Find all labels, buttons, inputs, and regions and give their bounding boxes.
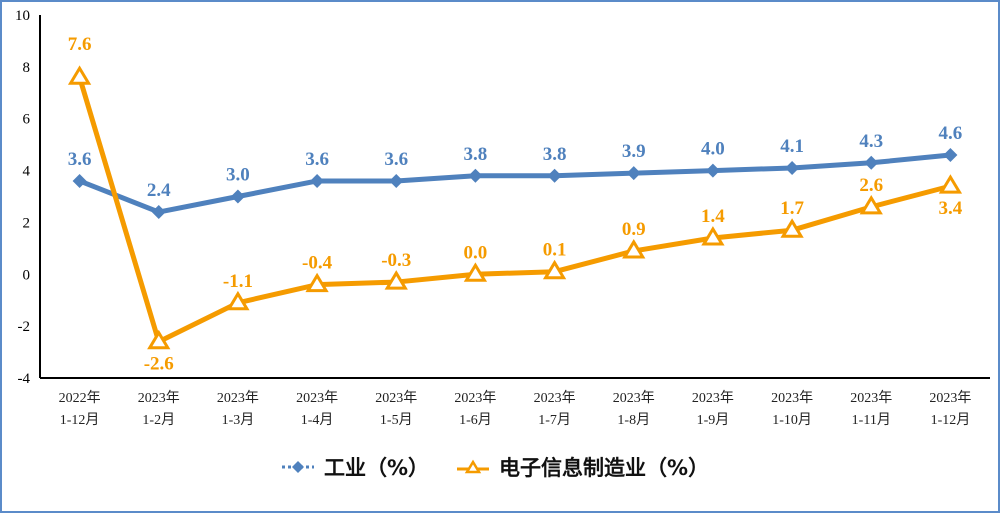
diamond-marker — [310, 173, 325, 188]
diamond-marker — [943, 148, 958, 163]
diamond-marker — [547, 168, 562, 183]
data-label-industry: 3.6 — [384, 149, 408, 170]
data-label-industry: 4.0 — [701, 139, 725, 160]
y-tick-label: -4 — [18, 371, 31, 387]
y-tick-label: -2 — [18, 319, 31, 335]
x-tick-label: 2022年 — [59, 390, 101, 406]
diamond-marker — [864, 155, 879, 170]
y-tick-label: 10 — [15, 8, 30, 24]
triangle-marker — [622, 239, 646, 259]
diamond-marker — [389, 173, 404, 188]
x-tick-label: 1-10月 — [772, 412, 812, 428]
x-tick-label: 2023年 — [613, 390, 655, 406]
triangle-marker — [67, 65, 92, 85]
legend-item-electronics: 电子信息制造业（%） — [455, 452, 709, 482]
diamond-marker — [72, 173, 87, 188]
x-tick-label: 1-7月 — [538, 412, 571, 428]
data-label-industry: 4.3 — [859, 131, 883, 152]
x-tick-label: 1-5月 — [380, 412, 413, 428]
triangle-marker — [542, 259, 567, 280]
x-tick-label: 1-6月 — [459, 412, 492, 428]
data-label-electronics: -1.1 — [223, 271, 253, 292]
diamond-marker — [705, 163, 720, 178]
x-tick-label: 1-2月 — [142, 412, 175, 428]
x-tick-label: 2023年 — [217, 390, 259, 406]
diamond-marker — [785, 160, 800, 175]
x-tick-label: 1-12月 — [60, 412, 100, 428]
data-label-industry: 2.4 — [147, 180, 171, 201]
data-label-industry: 3.8 — [543, 144, 567, 165]
data-label-electronics: -0.4 — [302, 253, 333, 274]
x-tick-label: 2023年 — [850, 390, 892, 406]
x-tick-label: 2023年 — [375, 390, 417, 406]
data-label-electronics: -0.3 — [381, 250, 411, 271]
y-tick-label: 0 — [23, 267, 31, 283]
y-tick-label: 8 — [23, 60, 31, 76]
x-tick-label: 2023年 — [692, 390, 734, 406]
x-tick-label: 1-9月 — [697, 412, 730, 428]
legend-label-electronics: 电子信息制造业（%） — [499, 456, 710, 480]
legend-item-industry: 工业（%） — [280, 452, 429, 482]
data-label-electronics: 3.4 — [939, 198, 963, 219]
data-label-industry: 3.6 — [305, 149, 329, 170]
triangle-marker — [938, 174, 963, 194]
data-label-industry: 4.1 — [780, 136, 804, 157]
x-tick-label: 1-8月 — [617, 412, 650, 428]
triangle-marker-icon — [457, 459, 490, 474]
data-label-industry: 3.9 — [622, 141, 646, 162]
data-label-industry: 3.8 — [464, 144, 488, 165]
x-tick-label: 2023年 — [454, 390, 496, 406]
x-tick-label: 2023年 — [138, 390, 180, 406]
x-tick-label: 1-11月 — [852, 412, 891, 428]
triangle-marker — [226, 290, 250, 311]
data-label-electronics: 2.6 — [859, 175, 883, 196]
x-tick-label: 1-4月 — [301, 412, 334, 428]
triangle-marker — [701, 226, 725, 246]
y-tick-label: 6 — [23, 112, 31, 128]
y-tick-label: 2 — [23, 215, 31, 231]
x-tick-label: 1-12月 — [931, 412, 971, 428]
data-label-electronics: 1.7 — [780, 198, 804, 219]
x-tick-label: 1-3月 — [222, 412, 255, 428]
triangle-marker — [859, 194, 883, 215]
data-label-electronics: 0.1 — [543, 240, 567, 261]
triangle-marker — [305, 272, 329, 293]
x-tick-label: 2023年 — [534, 390, 576, 406]
data-label-electronics: 0.9 — [622, 219, 646, 240]
data-label-industry: 3.6 — [68, 149, 92, 170]
triangle-marker — [147, 329, 171, 350]
data-label-electronics: -2.6 — [144, 354, 174, 375]
y-tick-label: 4 — [23, 164, 31, 180]
triangle-marker — [463, 262, 488, 282]
series-industry — [72, 148, 958, 220]
diamond-marker-icon — [282, 461, 314, 473]
diamond-marker — [230, 189, 245, 204]
x-tick-label: 2023年 — [929, 390, 971, 406]
x-tick-label: 2023年 — [296, 390, 338, 406]
legend-label-industry: 工业（%） — [324, 456, 430, 480]
series-electronics — [67, 65, 963, 350]
diamond-marker — [468, 168, 483, 183]
data-label-electronics: 0.0 — [464, 242, 488, 263]
chart-legend: 工业（%） 电子信息制造业（%） — [280, 452, 709, 482]
data-label-industry: 4.6 — [939, 123, 963, 144]
data-label-electronics: 1.4 — [701, 206, 725, 227]
data-label-industry: 3.0 — [226, 165, 250, 186]
triangle-marker — [384, 270, 408, 290]
data-label-electronics: 7.6 — [68, 34, 92, 55]
diamond-marker — [626, 166, 641, 181]
triangle-marker — [780, 218, 804, 238]
diamond-marker — [151, 205, 166, 220]
x-tick-label: 2023年 — [771, 390, 813, 406]
